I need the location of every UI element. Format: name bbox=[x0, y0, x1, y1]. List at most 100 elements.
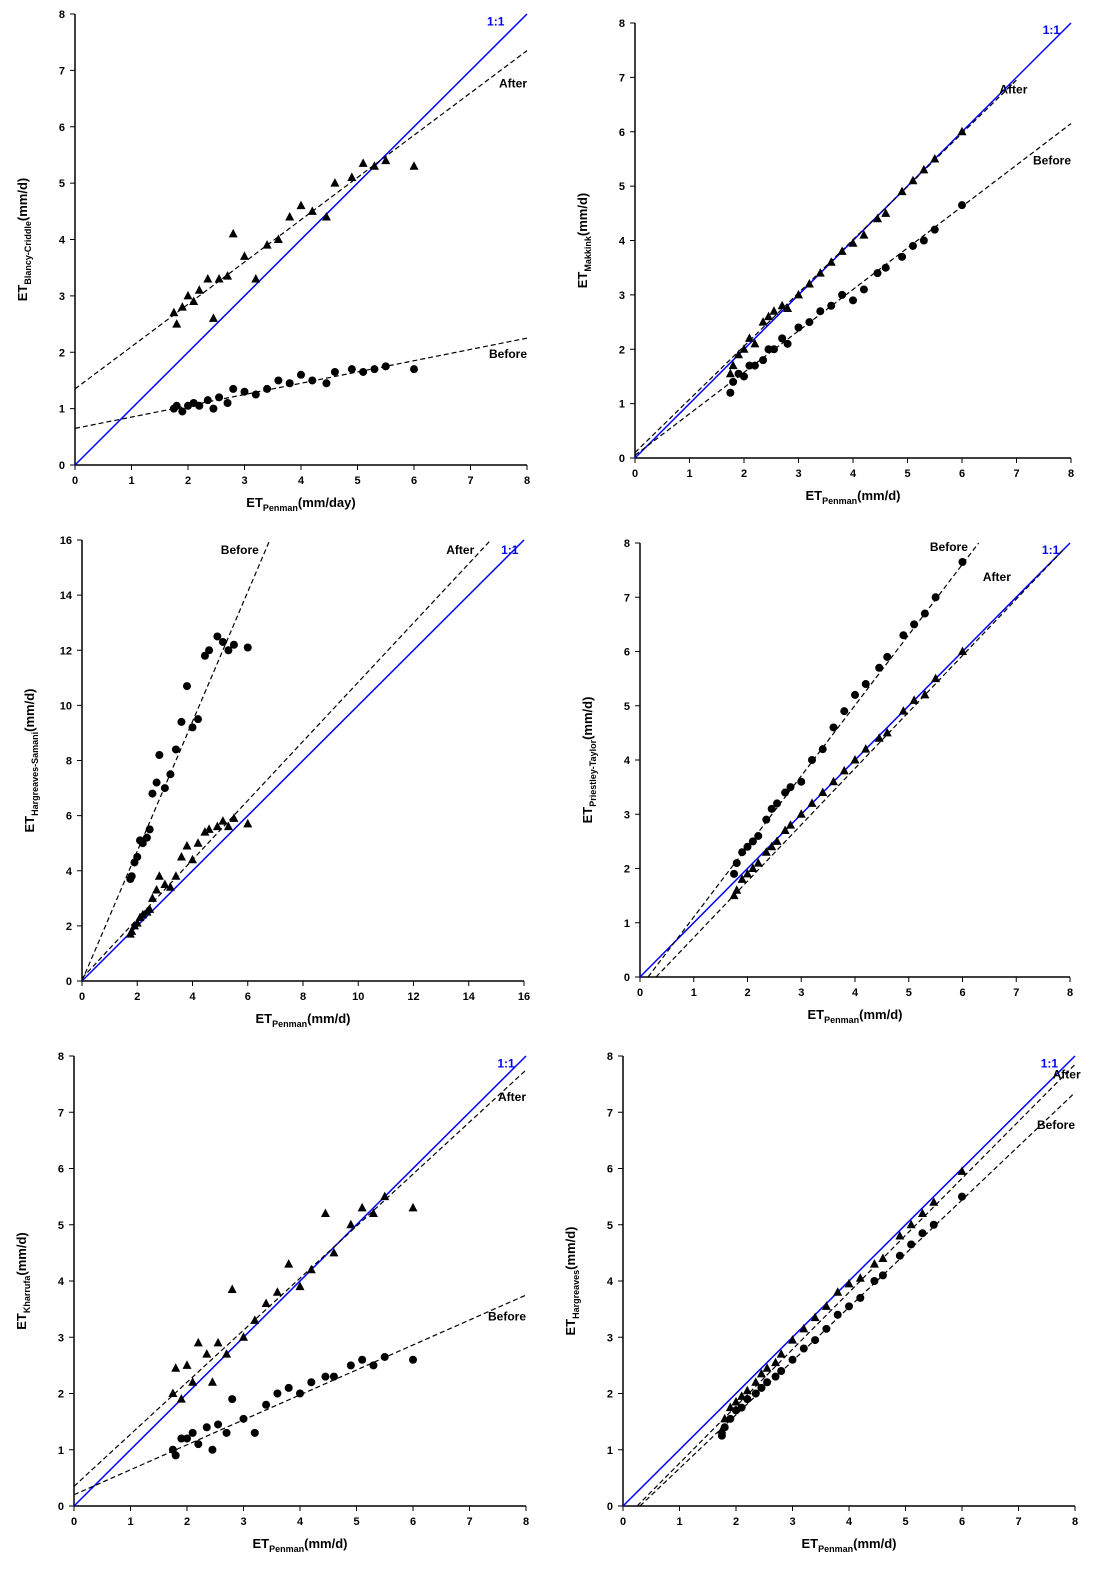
circle-point bbox=[794, 323, 803, 332]
circle-point bbox=[777, 1367, 786, 1375]
circle-point bbox=[743, 1395, 752, 1404]
y-tick-label: 4 bbox=[66, 866, 73, 878]
label-subscript: Blancy-Criddle bbox=[23, 221, 33, 285]
circle-point bbox=[930, 225, 939, 234]
circle-point bbox=[818, 745, 827, 754]
y-tick-label: 10 bbox=[60, 700, 72, 712]
label-part: (mm/d) bbox=[563, 1226, 578, 1269]
triangle-point bbox=[213, 1337, 223, 1347]
y-tick-label: 12 bbox=[60, 645, 72, 657]
triangle-point bbox=[369, 161, 379, 170]
triangle-point bbox=[189, 296, 199, 306]
label-subscript: Penman bbox=[263, 503, 298, 513]
x-tick-label: 5 bbox=[904, 468, 910, 480]
circle-point bbox=[730, 869, 739, 878]
circle-point bbox=[251, 390, 260, 399]
triangle-point bbox=[239, 1332, 248, 1341]
y-tick-label: 16 bbox=[60, 535, 72, 547]
circle-point bbox=[732, 859, 741, 868]
circle-point bbox=[243, 643, 252, 652]
x-tick-label: 6 bbox=[959, 987, 965, 999]
circle-point bbox=[763, 1378, 772, 1387]
triangle-point bbox=[796, 809, 806, 818]
y-tick-label: 8 bbox=[619, 18, 625, 30]
y-tick-label: 8 bbox=[66, 756, 72, 768]
triangle-point bbox=[929, 1197, 939, 1206]
circle-point bbox=[308, 376, 317, 385]
circle-point bbox=[908, 241, 917, 250]
y-tick-label: 6 bbox=[607, 1164, 613, 1176]
circle-point bbox=[203, 396, 212, 405]
circle-point bbox=[767, 804, 776, 813]
triangle-point bbox=[742, 1385, 752, 1395]
identity-label: 1:1 bbox=[487, 14, 505, 28]
y-tick-label: 14 bbox=[60, 590, 73, 602]
circle-point bbox=[838, 290, 847, 299]
fit-line bbox=[73, 1294, 527, 1496]
circle-point bbox=[726, 1414, 735, 1423]
fit-line bbox=[74, 50, 528, 390]
y-axis-label: ETMakkink(mm/d) bbox=[575, 193, 593, 289]
circle-point bbox=[274, 376, 283, 385]
label-part: ET bbox=[253, 1536, 270, 1551]
triangle-point bbox=[895, 1231, 905, 1240]
series-label: After bbox=[999, 83, 1027, 97]
circle-point bbox=[929, 1220, 938, 1229]
triangle-point bbox=[223, 821, 233, 831]
triangle-point bbox=[272, 1287, 282, 1296]
triangle-point bbox=[193, 838, 203, 847]
circle-point bbox=[726, 388, 735, 397]
scatter-chart: 0 1 2 3 4 5 6 7 8012345678ETPenman(mm/d)ETKharru… bbox=[14, 1051, 529, 1554]
triangle-point bbox=[908, 175, 918, 185]
identity-label: 1:1 bbox=[1043, 23, 1061, 37]
triangle-point bbox=[330, 178, 340, 187]
triangle-point bbox=[243, 818, 253, 828]
x-tick-label: 7 bbox=[1015, 1516, 1021, 1528]
series-label: After bbox=[498, 1090, 526, 1104]
label-part: ET bbox=[563, 1319, 578, 1336]
x-axis-label: ETPenman(mm/day) bbox=[246, 495, 355, 513]
circle-point bbox=[214, 1420, 223, 1429]
circle-point bbox=[859, 285, 868, 294]
triangle-point bbox=[783, 303, 793, 312]
circle-point bbox=[127, 872, 136, 881]
circle-point bbox=[370, 365, 379, 374]
triangle-point bbox=[380, 1191, 390, 1201]
label-part: ET bbox=[15, 285, 30, 302]
fit-line bbox=[634, 123, 1072, 456]
triangle-point bbox=[200, 827, 210, 836]
circle-point bbox=[284, 1383, 293, 1392]
x-tick-label: 8 bbox=[1068, 468, 1074, 480]
x-tick-label: 3 bbox=[241, 475, 247, 487]
label-part: ET bbox=[580, 807, 595, 824]
circle-point bbox=[754, 831, 763, 840]
y-tick-label: 0 bbox=[58, 1501, 64, 1513]
x-tick-label: 8 bbox=[523, 1516, 529, 1528]
triangle-point bbox=[734, 349, 744, 359]
x-tick-label: 1 bbox=[691, 987, 697, 999]
circle-point bbox=[409, 1355, 417, 1364]
triangle-point bbox=[799, 1323, 809, 1333]
circle-point bbox=[720, 1423, 729, 1432]
triangle-point bbox=[171, 871, 181, 880]
circle-point bbox=[808, 756, 816, 764]
circle-point bbox=[166, 770, 175, 779]
triangle-point bbox=[731, 1396, 741, 1406]
circle-point bbox=[717, 1431, 726, 1440]
x-tick-label: 14 bbox=[463, 991, 476, 1003]
triangle-point bbox=[751, 1377, 761, 1386]
fit-line bbox=[81, 539, 492, 979]
label-part: ET bbox=[806, 488, 823, 503]
y-tick-label: 4 bbox=[59, 235, 66, 247]
y-axis-label: ETHargreaves-Samani(mm/d) bbox=[22, 688, 40, 832]
triangle-point bbox=[188, 1377, 198, 1386]
triangle-point bbox=[737, 874, 747, 883]
circle-point bbox=[778, 334, 787, 343]
circle-point bbox=[148, 789, 157, 798]
triangle-point bbox=[182, 840, 192, 850]
triangle-point bbox=[815, 268, 825, 277]
label-part: ET bbox=[808, 1007, 825, 1022]
y-tick-label: 8 bbox=[59, 9, 65, 21]
series-label: Before bbox=[1033, 153, 1071, 167]
